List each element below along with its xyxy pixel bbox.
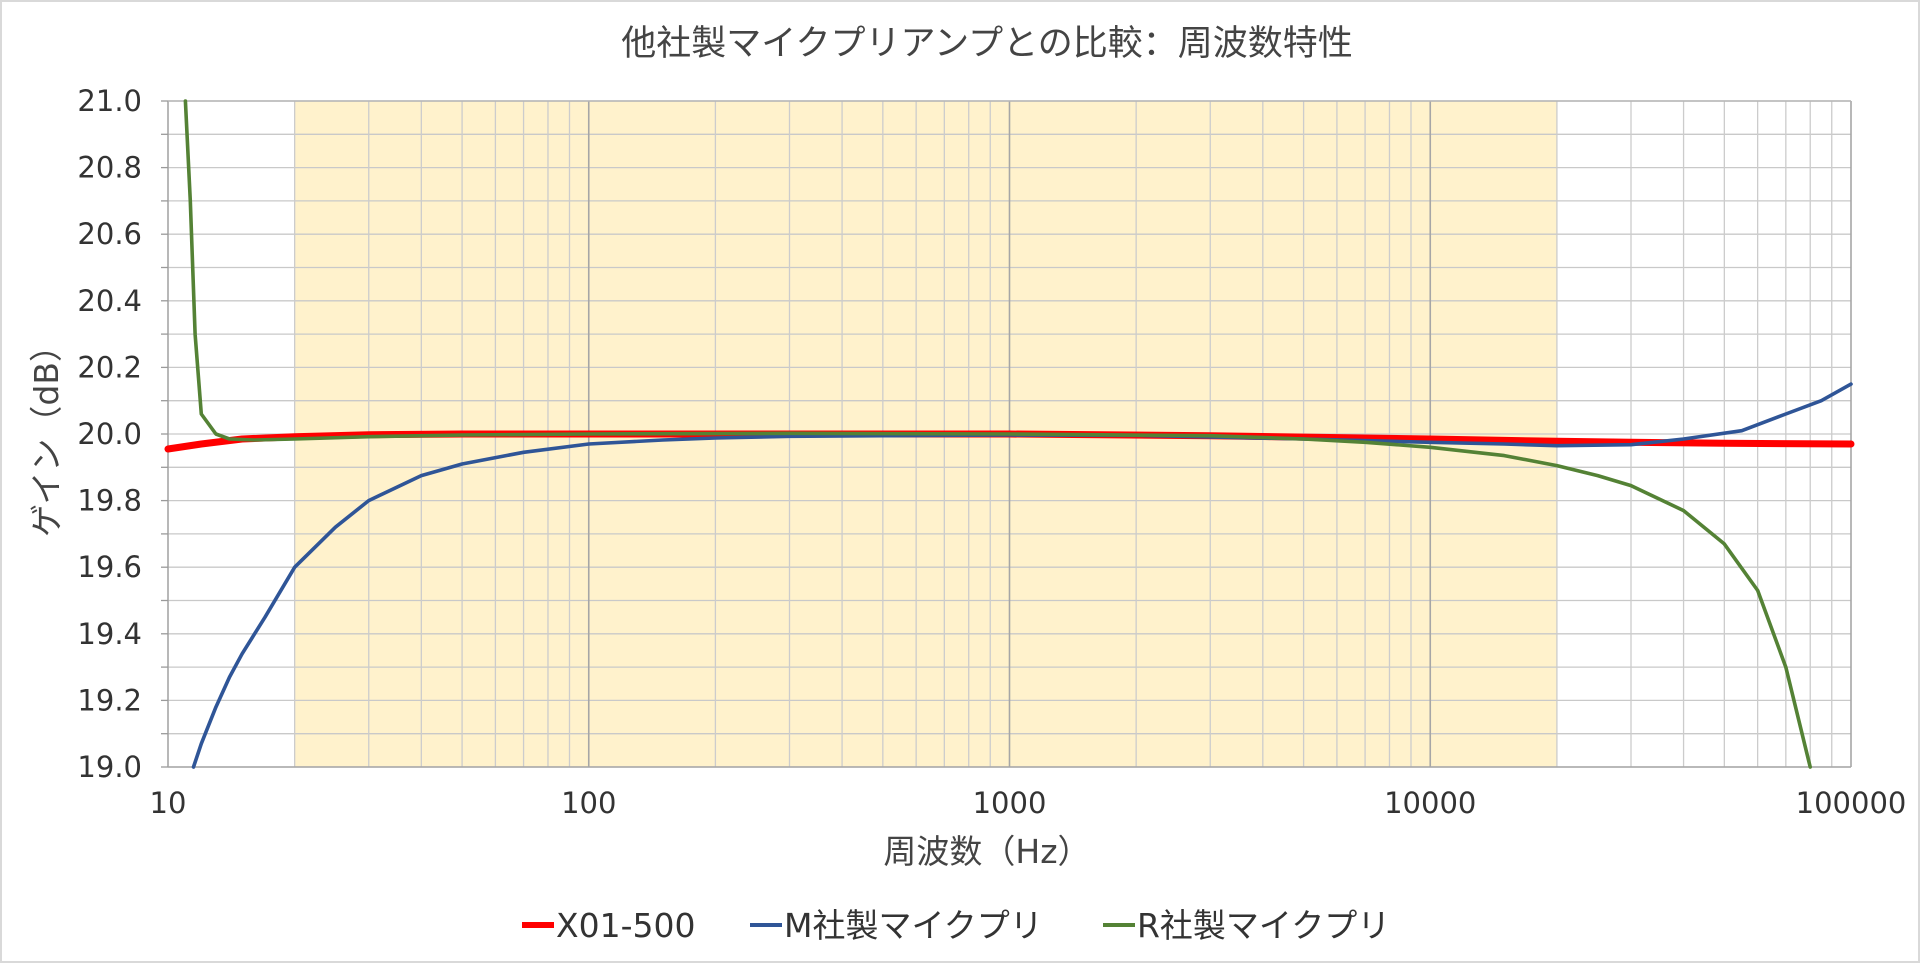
x-tick-label: 100000	[1796, 786, 1907, 820]
x-tick-label: 10000	[1384, 786, 1476, 820]
legend-label-x01-500: X01-500	[556, 906, 696, 945]
chart-title: 他社製マイクプリアンプとの比較：周波数特性	[621, 24, 1353, 64]
y-tick-label: 21.0	[77, 84, 142, 118]
series-line-m-mic-preamp	[191, 382, 1853, 769]
y-axis-tick-marks	[161, 100, 168, 768]
y-tick-label: 20.2	[77, 350, 142, 384]
y-tick-label: 20.8	[77, 151, 142, 185]
legend-label-m-mic-preamp: M社製マイクプリ	[784, 906, 1043, 945]
x-axis-title: 周波数（Hz）	[883, 832, 1090, 871]
y-tick-label: 19.4	[77, 617, 142, 651]
x-tick-label: 1000	[973, 786, 1047, 820]
y-tick-label: 20.4	[77, 284, 142, 318]
x-tick-label: 10	[150, 786, 187, 820]
x-axis-tick-labels: 10 100 1000 10000 100000	[150, 786, 1907, 820]
y-tick-label: 20.6	[77, 217, 142, 251]
y-tick-label: 19.8	[77, 484, 142, 518]
y-tick-label: 19.2	[77, 683, 142, 717]
y-tick-label: 19.0	[77, 750, 142, 784]
y-axis-tick-labels: 21.0 20.8 20.6 20.4 20.2 20.0 19.8 19.6 19.4 19.2…	[77, 84, 142, 784]
y-tick-label: 19.6	[77, 550, 142, 584]
legend-label-r-mic-preamp: R社製マイクプリ	[1137, 906, 1390, 945]
legend: X01-500 M社製マイクプリ R社製マイクプリ	[522, 906, 1390, 945]
y-axis-title: ゲイン（dB）	[27, 329, 66, 537]
y-tick-label: 20.0	[77, 417, 142, 451]
major-gridlines	[167, 100, 1852, 768]
series-line-r-mic-preamp	[183, 99, 1812, 769]
series-lines	[164, 99, 1855, 769]
x-tick-label: 100	[561, 786, 616, 820]
